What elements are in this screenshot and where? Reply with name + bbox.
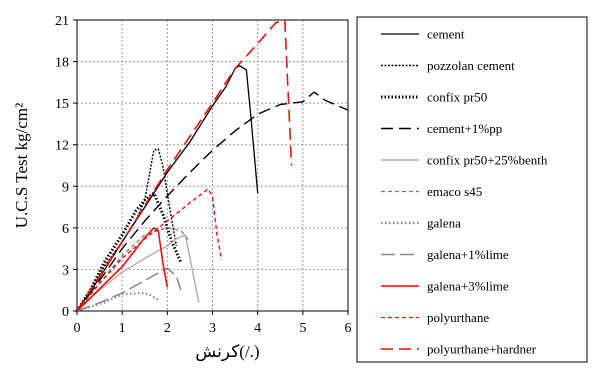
y-tick-label: 21	[55, 14, 69, 29]
legend	[356, 16, 588, 363]
legend-label: cement+1%pp	[427, 121, 502, 136]
legend-label: galena+1%lime	[427, 247, 509, 262]
series-line-confix-pr50	[75, 191, 183, 312]
y-tick-label: 12	[55, 139, 69, 154]
series-lines	[75, 19, 349, 313]
x-tick-label: 1	[119, 321, 126, 336]
series-line-polyurthane-hardner	[76, 19, 293, 312]
legend-label: emaco s45	[427, 184, 482, 199]
x-axis-title: (./)کرنش	[195, 342, 259, 362]
legend-label: galena	[427, 216, 461, 231]
legend-label: pozzolan cement	[427, 58, 515, 73]
series-line-cement-1-pp	[76, 91, 349, 312]
series-line-polyurthane	[76, 188, 223, 312]
x-tick-label: 2	[164, 321, 171, 336]
y-tick-label: 0	[62, 305, 69, 320]
gridlines	[77, 20, 348, 311]
x-tick-label: 4	[254, 321, 261, 336]
x-tick-label: 5	[299, 321, 306, 336]
y-tick-label: 9	[62, 180, 69, 195]
y-tick-label: 3	[62, 263, 69, 278]
legend-label: confix pr50	[427, 90, 487, 105]
y-axis-title: U.C.S Test kg/cm²	[12, 103, 31, 228]
y-tick-label: 18	[55, 56, 69, 71]
series-line-pozzolan-cement	[76, 148, 178, 312]
x-tick-label: 0	[74, 321, 81, 336]
x-tick-label: 3	[209, 321, 216, 336]
series-line-confix-pr50-25-benth	[76, 234, 200, 312]
series-line-galena-3-lime	[76, 227, 169, 312]
legend-label: polyurthane	[427, 310, 489, 325]
legend-label: polyurthane+hardner	[427, 342, 537, 357]
axes	[73, 19, 349, 315]
y-tick-label: 15	[55, 97, 69, 112]
legend-entries: cement pozzolan cement confix pr50 cement+1…	[381, 27, 548, 357]
series-line-galena-1-lime	[76, 267, 182, 312]
legend-label: confix pr50+25%benth	[427, 153, 548, 168]
series-line-galena	[76, 291, 159, 313]
legend-label: cement	[427, 27, 465, 42]
y-tick-label: 6	[62, 222, 69, 237]
x-tick-label: 6	[345, 321, 352, 336]
legend-label: galena+3%lime	[427, 279, 509, 294]
